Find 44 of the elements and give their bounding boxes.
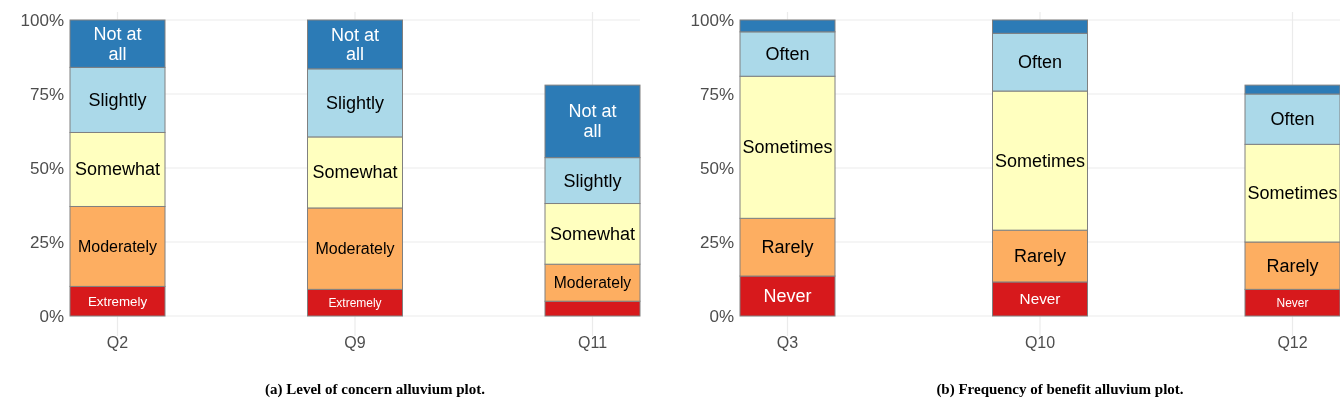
x-tick-label: Q9: [344, 334, 366, 351]
series-label: Not at all: [93, 23, 142, 64]
x-tick-label: Q12: [1277, 334, 1308, 351]
text: Rarely: [1013, 246, 1067, 267]
text: Never: [1019, 290, 1061, 308]
x-tick-label: Q2: [106, 334, 129, 351]
series-label: Extremely: [328, 295, 382, 310]
text: Sometimes: [1247, 183, 1338, 204]
text: Not at all: [330, 24, 380, 65]
series-label: Sometimes: [742, 137, 833, 158]
series-label: Moderately: [77, 237, 158, 255]
text: Sometimes: [994, 150, 1086, 171]
x-tick-label: Q10: [1024, 334, 1056, 351]
text: Moderately: [553, 274, 632, 292]
text: Often: [1270, 109, 1315, 130]
series-label: Slightly: [563, 170, 622, 191]
y-tick-label: 0%: [709, 306, 734, 326]
text: (b) Frequency of benefit alluvium plot.: [936, 381, 1184, 398]
text: Often: [1017, 52, 1063, 73]
y-tick-label: 50%: [699, 158, 734, 178]
text: Slightly: [325, 92, 385, 113]
text: Extremely: [87, 293, 148, 309]
text: (a) Level of concern alluvium plot.: [265, 381, 486, 398]
text: Moderately: [315, 240, 395, 258]
x-tick-label: Q3: [776, 334, 799, 351]
y-tick-label: 25%: [699, 232, 734, 252]
text: Rarely: [761, 237, 814, 258]
text: Somewhat: [312, 162, 398, 183]
y-tick-label: 75%: [29, 84, 64, 104]
series-label: Rarely: [1266, 255, 1319, 276]
y-tick-label: 50%: [29, 158, 64, 178]
text: Not at all: [568, 101, 617, 142]
text: Never: [763, 286, 812, 307]
x-tick-label: Q11: [577, 334, 608, 351]
series-label: Somewhat: [74, 159, 161, 180]
y-tick-label: 0%: [39, 306, 64, 326]
text: Slightly: [88, 89, 147, 110]
y-tick-label: 100%: [690, 10, 734, 30]
series-label: Often: [765, 44, 810, 65]
series-label: Never: [1276, 295, 1309, 310]
y-tick-label: 75%: [699, 84, 734, 104]
text: Somewhat: [549, 223, 636, 244]
y-tick-label: 100%: [20, 10, 64, 30]
y-tick-label: 25%: [29, 232, 64, 252]
